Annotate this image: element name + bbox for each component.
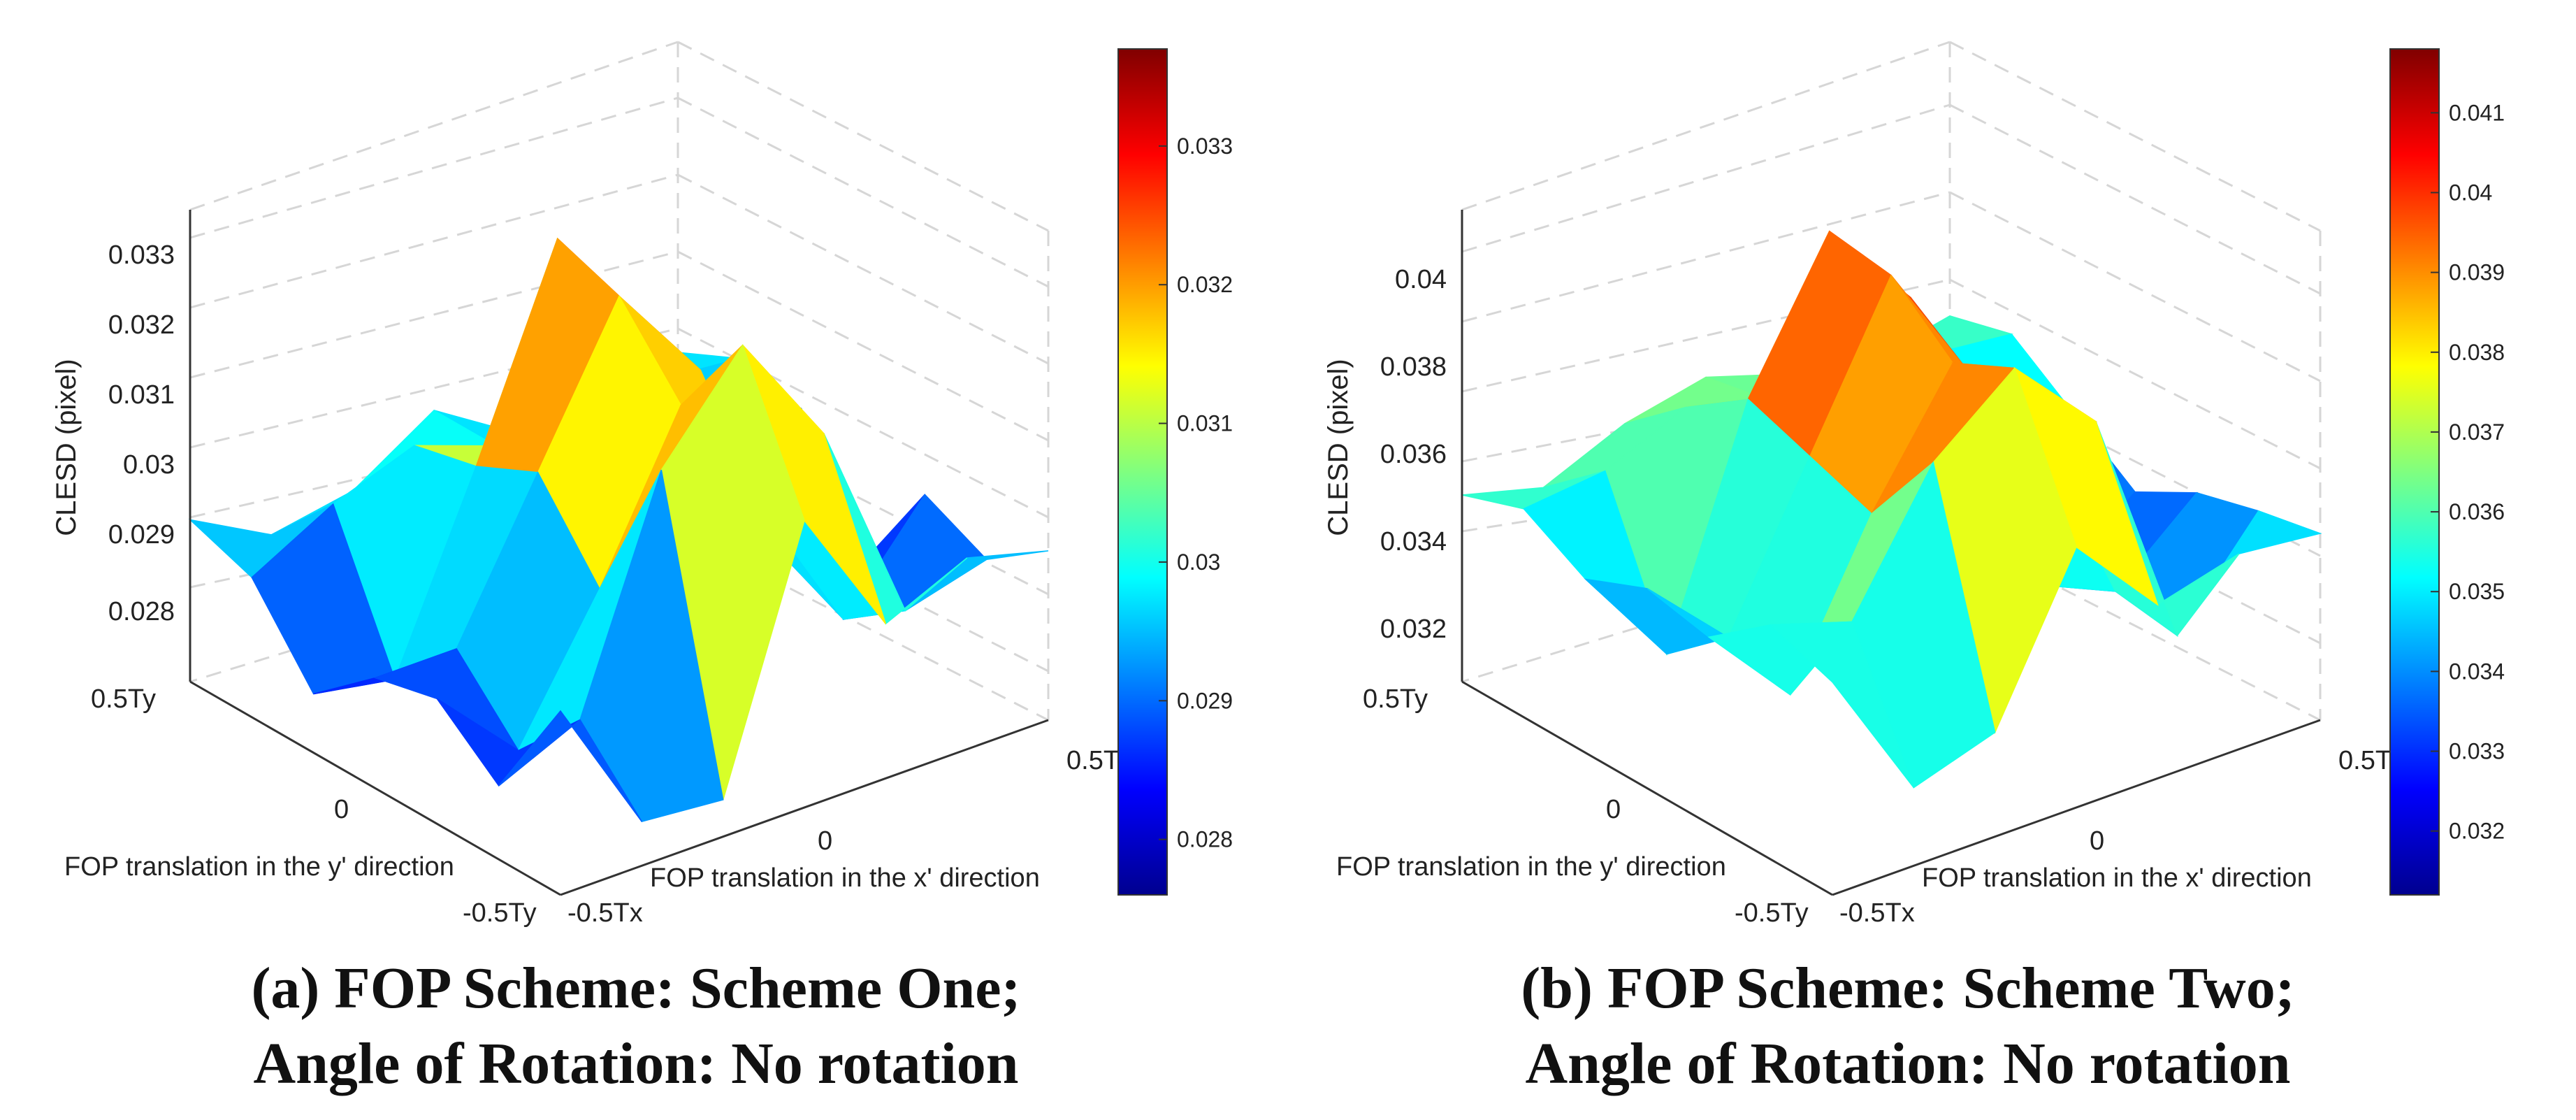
colorbar-tick-label: 0.03 [1177, 550, 1220, 575]
surface-patch [498, 710, 642, 822]
panel-a-z-ticks: 0.033 0.032 0.031 0.03 0.029 0.028 [108, 240, 175, 626]
x-tick-label: 0 [2090, 826, 2104, 856]
colorbar-tick-label: 0.038 [2449, 340, 2505, 365]
panel-b-z-ticks: 0.04 0.038 0.036 0.034 0.032 [1380, 265, 1447, 644]
colorbar-tick-label: 0.039 [2449, 260, 2505, 285]
panel-a-y-ticks: 0.5Ty 0 -0.5Ty [91, 684, 537, 928]
colorbar-tick-label: 0.031 [1177, 411, 1233, 436]
panel-a: 0.033 0.032 0.031 0.03 0.029 0.028 CLESD… [51, 41, 1233, 928]
z-tick-label: 0.033 [108, 240, 175, 270]
x-tick-label: 0 [818, 826, 832, 856]
z-tick-label: 0.028 [108, 597, 175, 626]
z-tick-label: 0.029 [108, 520, 175, 550]
colorbar-tick-label: 0.033 [1177, 134, 1233, 159]
x-tick-label: -0.5Tx [1839, 898, 1915, 928]
panel-b-y-ticks: 0.5Ty 0 -0.5Ty [1363, 684, 1809, 928]
z-tick-label: 0.034 [1380, 527, 1447, 557]
colorbar-tick-label: 0.028 [1177, 827, 1233, 852]
z-tick-label: 0.031 [108, 380, 175, 410]
z-tick-label: 0.038 [1380, 352, 1447, 382]
z-tick-label: 0.04 [1395, 265, 1447, 294]
colorbar-tick-label: 0.029 [1177, 688, 1233, 713]
y-tick-label: -0.5Ty [1735, 898, 1809, 928]
colorbar-tick-label: 0.034 [2449, 659, 2505, 684]
x-axis-label: FOP translation in the x' direction [650, 863, 1040, 893]
x-tick-label: -0.5Tx [567, 898, 643, 928]
y-tick-label: 0.5Ty [1363, 684, 1428, 714]
caption-a: (a) FOP Scheme: Scheme One; Angle of Rot… [42, 951, 1230, 1102]
panel-a-colorbar-ticks: 0.028 0.029 0.03 0.031 0.032 0.033 [1159, 134, 1233, 852]
colorbar-tick-label: 0.032 [1177, 272, 1233, 297]
panel-a-colorbar [1117, 48, 1168, 896]
z-axis-label: CLESD (pixel) [1323, 359, 1354, 536]
panel-a-surface [188, 237, 1049, 823]
y-tick-label: -0.5Ty [463, 898, 537, 928]
colorbar-tick-label: 0.035 [2449, 579, 2505, 604]
colorbar-tick-label: 0.036 [2449, 499, 2505, 524]
caption-a-line2: Angle of Rotation: No rotation [253, 1031, 1019, 1096]
y-tick-label: 0 [334, 795, 349, 824]
caption-b: (b) FOP Scheme: Scheme Two; Angle of Rot… [1314, 951, 2502, 1102]
colorbar-tick-label: 0.04 [2449, 180, 2492, 205]
colorbar-tick-label: 0.032 [2449, 819, 2505, 844]
y-tick-label: 0.5Ty [91, 684, 156, 714]
z-tick-label: 0.032 [108, 310, 175, 340]
panel-b-surface [1461, 230, 2322, 789]
colorbar-tick-label: 0.037 [2449, 419, 2505, 445]
surface-patch [1769, 621, 1915, 789]
y-tick-label: 0 [1606, 795, 1621, 824]
panel-b-colorbar-ticks: 0.032 0.033 0.034 0.035 0.036 0.037 0.038 0.039… [2431, 100, 2505, 844]
z-tick-label: 0.032 [1380, 615, 1447, 644]
y-axis-label: FOP translation in the y' direction [64, 852, 454, 882]
caption-b-line2: Angle of Rotation: No rotation [1525, 1031, 2291, 1096]
x-axis-label: FOP translation in the x' direction [1922, 863, 2312, 893]
colorbar-tick-label: 0.033 [2449, 739, 2505, 764]
caption-b-line1: (b) FOP Scheme: Scheme Two; [1521, 956, 2295, 1021]
z-tick-label: 0.03 [123, 450, 175, 480]
panel-b: 0.04 0.038 0.036 0.034 0.032 CLESD (pixe… [1323, 41, 2505, 928]
caption-a-line1: (a) FOP Scheme: Scheme One; [251, 956, 1021, 1021]
colorbar-tick-label: 0.041 [2449, 100, 2505, 125]
y-axis-label: FOP translation in the y' direction [1336, 852, 1726, 882]
z-axis-label: CLESD (pixel) [51, 359, 82, 536]
z-tick-label: 0.036 [1380, 440, 1447, 469]
panel-b-colorbar [2389, 48, 2440, 896]
panel-b-axes [1461, 210, 2321, 896]
panel-a-axes [189, 210, 1049, 896]
